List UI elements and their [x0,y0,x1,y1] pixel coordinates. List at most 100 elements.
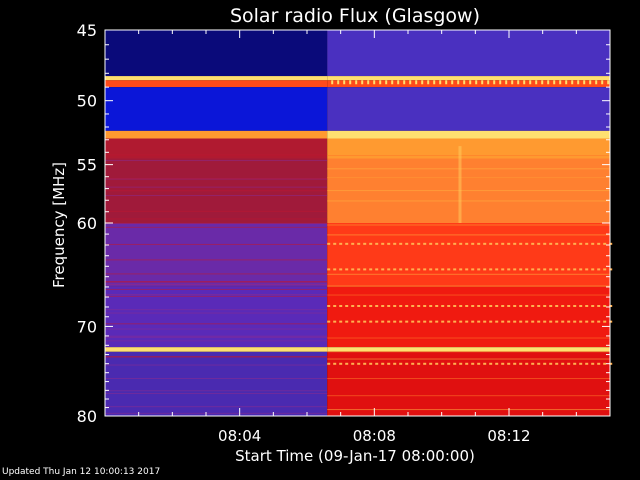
heatmap-dash [393,242,397,245]
heatmap-dash [603,320,607,323]
heatmap-dash [417,268,421,271]
heatmap-stripe [105,392,328,394]
heatmap-dash [523,80,526,85]
heatmap-dash [333,268,337,271]
heatmap-dash [481,80,484,85]
heatmap-stripe [105,281,328,283]
heatmap-stripe [105,243,328,245]
heatmap-stripe [327,351,610,353]
heatmap-dash [555,242,559,245]
heatmap-dash [537,320,541,323]
heatmap-dash [519,268,523,271]
heatmap-dash [535,80,538,85]
heatmap-cell [327,351,610,416]
heatmap-stripe [105,259,328,261]
heatmap-dash [327,304,331,307]
heatmap-dash [453,362,457,365]
heatmap-dash [567,320,571,323]
heatmap-stripe [105,160,328,162]
heatmap-dash [327,362,331,365]
heatmap-dash [559,80,562,85]
heatmap-dash [385,80,388,85]
heatmap-stripe [105,288,328,290]
heatmap-dash [421,80,424,85]
y-tick-label: 45 [77,21,97,40]
heatmap-dash [513,362,517,365]
heatmap-cell [327,30,610,77]
heatmap-dash [517,80,520,85]
heatmap-dash [513,320,517,323]
heatmap-dash [375,304,379,307]
heatmap-dash [477,304,481,307]
heatmap-dash [585,320,589,323]
heatmap-dash [357,268,361,271]
heatmap-dash [393,320,397,323]
heatmap-stripe [105,312,328,314]
heatmap-stripe [105,340,328,342]
heatmap-dash [387,320,391,323]
heatmap-cell [327,223,610,287]
heatmap-dash [375,268,379,271]
heatmap-dash [573,320,577,323]
heatmap-dash [343,80,346,85]
heatmap-stripe [327,409,610,411]
heatmap-dash [435,268,439,271]
heatmap-dash [561,268,565,271]
heatmap-dash [447,304,451,307]
heatmap-stripe [327,395,610,397]
heatmap-stripe [327,168,610,170]
y-tick-label: 80 [77,407,97,426]
heatmap-dash [465,268,469,271]
heatmap-dash [333,242,337,245]
heatmap-dash [501,320,505,323]
heatmap-dash [399,242,403,245]
heatmap-dash [603,304,607,307]
heatmap-dash [423,268,427,271]
heatmap-dash [477,320,481,323]
heatmap-dash [567,242,571,245]
heatmap-dash [433,80,436,85]
heatmap-cell [327,130,610,139]
heatmap-dash [511,80,514,85]
heatmap-stripe [105,356,328,358]
heatmap-dash [475,80,478,85]
heatmap-dash [427,80,430,85]
heatmap-dash [423,242,427,245]
heatmap-dash [369,242,373,245]
heatmap-dash [369,320,373,323]
heatmap-dash [591,268,595,271]
heatmap-dash [441,362,445,365]
heatmap-dash [507,362,511,365]
heatmap-dash [477,362,481,365]
plot-area [104,29,613,417]
heatmap-cell [105,30,328,77]
heatmap-dash [547,80,550,85]
heatmap-dash [399,304,403,307]
heatmap-dash [609,268,613,271]
heatmap-dash [501,242,505,245]
heatmap-dash [445,80,448,85]
heatmap-dash [351,268,355,271]
heatmap-dash [405,242,409,245]
heatmap-dash [399,320,403,323]
heatmap-dash [441,268,445,271]
heatmap-dash [561,320,565,323]
heatmap-dash [483,320,487,323]
heatmap-cell [105,76,328,81]
heatmap-stripe [327,294,610,296]
heatmap-dash [345,362,349,365]
heatmap-dash [607,80,610,85]
heatmap-dash [403,80,406,85]
heatmap-dash [531,320,535,323]
heatmap-dash [441,242,445,245]
heatmap-dash [525,320,529,323]
heatmap-cell [105,223,328,287]
heatmap-cell [105,130,328,139]
heatmap-dash [381,268,385,271]
heatmap-dash [457,80,460,85]
heatmap-cell [327,286,610,348]
x-tick-label: 08:08 [353,427,396,445]
heatmap-dash [573,268,577,271]
heatmap-dash [397,80,400,85]
heatmap-dash [507,268,511,271]
